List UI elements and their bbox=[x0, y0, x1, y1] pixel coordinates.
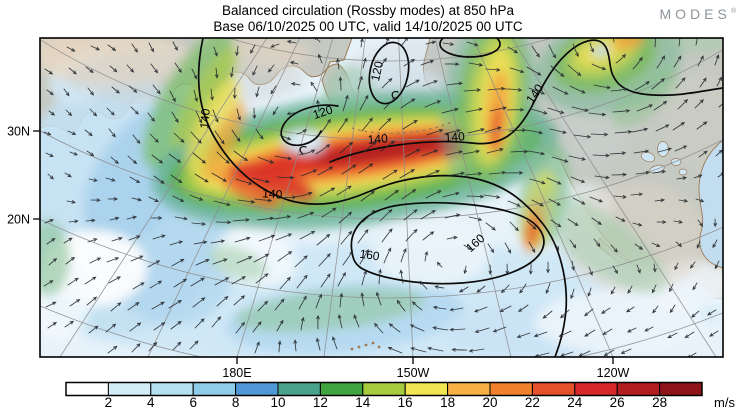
contour-line bbox=[368, 41, 410, 105]
chart-header: Balanced circulation (Rossby modes) at 8… bbox=[0, 3, 736, 35]
colorbar-cell bbox=[107, 382, 152, 396]
wind-vectors bbox=[43, 38, 723, 357]
contour-lines bbox=[197, 38, 723, 357]
contour-line bbox=[197, 38, 568, 357]
colorbar-cell bbox=[531, 382, 576, 396]
colorbar-tick-label: 28 bbox=[652, 395, 667, 408]
parallel-line bbox=[40, 38, 723, 141]
colorbar-tick-label: 16 bbox=[398, 395, 413, 408]
contour-line bbox=[439, 38, 501, 58]
colorbar-tick-label: 24 bbox=[567, 395, 583, 408]
map-border bbox=[39, 37, 724, 358]
colorbar-tick-label: 22 bbox=[525, 395, 540, 408]
hawaii-island bbox=[377, 345, 381, 349]
contour-label: 140 bbox=[262, 186, 283, 201]
colorbar-cell bbox=[235, 382, 279, 396]
colorbar-cell bbox=[447, 382, 491, 396]
colorbar-frame bbox=[65, 381, 703, 397]
colorbar-tick-label: 6 bbox=[189, 395, 197, 408]
great-lake bbox=[640, 151, 656, 163]
hawaii-island bbox=[350, 347, 354, 351]
colorbar-cell bbox=[574, 382, 618, 396]
wind-speed-field bbox=[40, 38, 723, 357]
hawaii-island bbox=[371, 341, 375, 345]
colorbar-tick-label: 18 bbox=[440, 395, 455, 408]
contour-line bbox=[329, 39, 723, 163]
colorbar-cell bbox=[65, 382, 109, 396]
contour-line bbox=[350, 201, 545, 285]
lon-tick-label: 150W bbox=[397, 366, 430, 380]
colorbar-tick-label: 12 bbox=[313, 395, 328, 408]
chart-subtitle: Base 06/10/2025 00 UTC, valid 14/10/2025… bbox=[213, 19, 523, 34]
colorbar-tick-label: 8 bbox=[232, 395, 240, 408]
great-lake bbox=[678, 168, 688, 176]
meridian-line bbox=[398, 38, 414, 357]
contour-label: 140 bbox=[367, 131, 388, 146]
colorbar-cell bbox=[362, 382, 406, 396]
great-lake bbox=[657, 141, 669, 157]
meridian-line bbox=[236, 38, 334, 357]
lat-tick-label: 30N bbox=[7, 125, 30, 139]
parallel-line bbox=[227, 38, 553, 62]
meridian-line bbox=[323, 38, 366, 357]
meridian-line bbox=[472, 38, 614, 357]
colorbar: 2 4 6 8 10 12 14 16 18 20 22 24 26 28 m/s bbox=[65, 381, 735, 408]
colorbar-cell bbox=[319, 382, 364, 396]
parallel-line bbox=[40, 218, 723, 299]
colorbar-unit-label: m/s bbox=[714, 395, 735, 408]
colorbar-tick-label: 20 bbox=[482, 395, 497, 408]
colorbar-cell bbox=[192, 382, 237, 396]
lat-tick-label: 20N bbox=[7, 213, 30, 227]
meridian-line bbox=[434, 38, 512, 357]
contour-label: 140 bbox=[197, 108, 213, 129]
colorbar-cell bbox=[659, 382, 703, 396]
colorbar-cell bbox=[489, 382, 533, 396]
chart-title: Balanced circulation (Rossby modes) at 8… bbox=[222, 3, 514, 18]
wind-vector-arrows bbox=[43, 38, 723, 357]
contour-label: 120 bbox=[311, 102, 335, 122]
meridian-line bbox=[147, 38, 301, 357]
colorbar-cell bbox=[277, 382, 321, 396]
colorbar-tick-label: 10 bbox=[270, 395, 285, 408]
meridian-line bbox=[59, 38, 268, 357]
lon-tick-label: 180E bbox=[222, 366, 251, 380]
modes-logo: MODES® bbox=[659, 6, 736, 22]
parallel-line bbox=[40, 130, 723, 220]
contour-label: 140 bbox=[444, 129, 465, 144]
contour-label: 160 bbox=[359, 247, 381, 264]
colorbar-cell bbox=[616, 382, 661, 396]
hawaii-island bbox=[364, 343, 368, 347]
colorbar-tick-label: 2 bbox=[105, 395, 113, 408]
graticule bbox=[40, 38, 723, 357]
modes-logo-text: MODES bbox=[659, 6, 731, 22]
map-details bbox=[350, 121, 723, 351]
hawaii-island bbox=[357, 345, 361, 349]
contour-line bbox=[280, 104, 339, 147]
meridian-line bbox=[511, 38, 717, 357]
colorbar-cell bbox=[150, 382, 194, 396]
colorbar-tick-label: 4 bbox=[147, 395, 155, 408]
registered-mark-icon: ® bbox=[730, 8, 736, 15]
colorbar-cell bbox=[404, 382, 449, 396]
contour-curl bbox=[299, 146, 307, 155]
axes: 30N 20N 180E 150W 120W bbox=[7, 125, 629, 381]
colorbar-tick-label: 26 bbox=[610, 395, 625, 408]
lon-tick-label: 120W bbox=[597, 366, 630, 380]
colorbar-tick-label: 14 bbox=[355, 395, 371, 408]
atlantic-ocean bbox=[698, 139, 723, 269]
